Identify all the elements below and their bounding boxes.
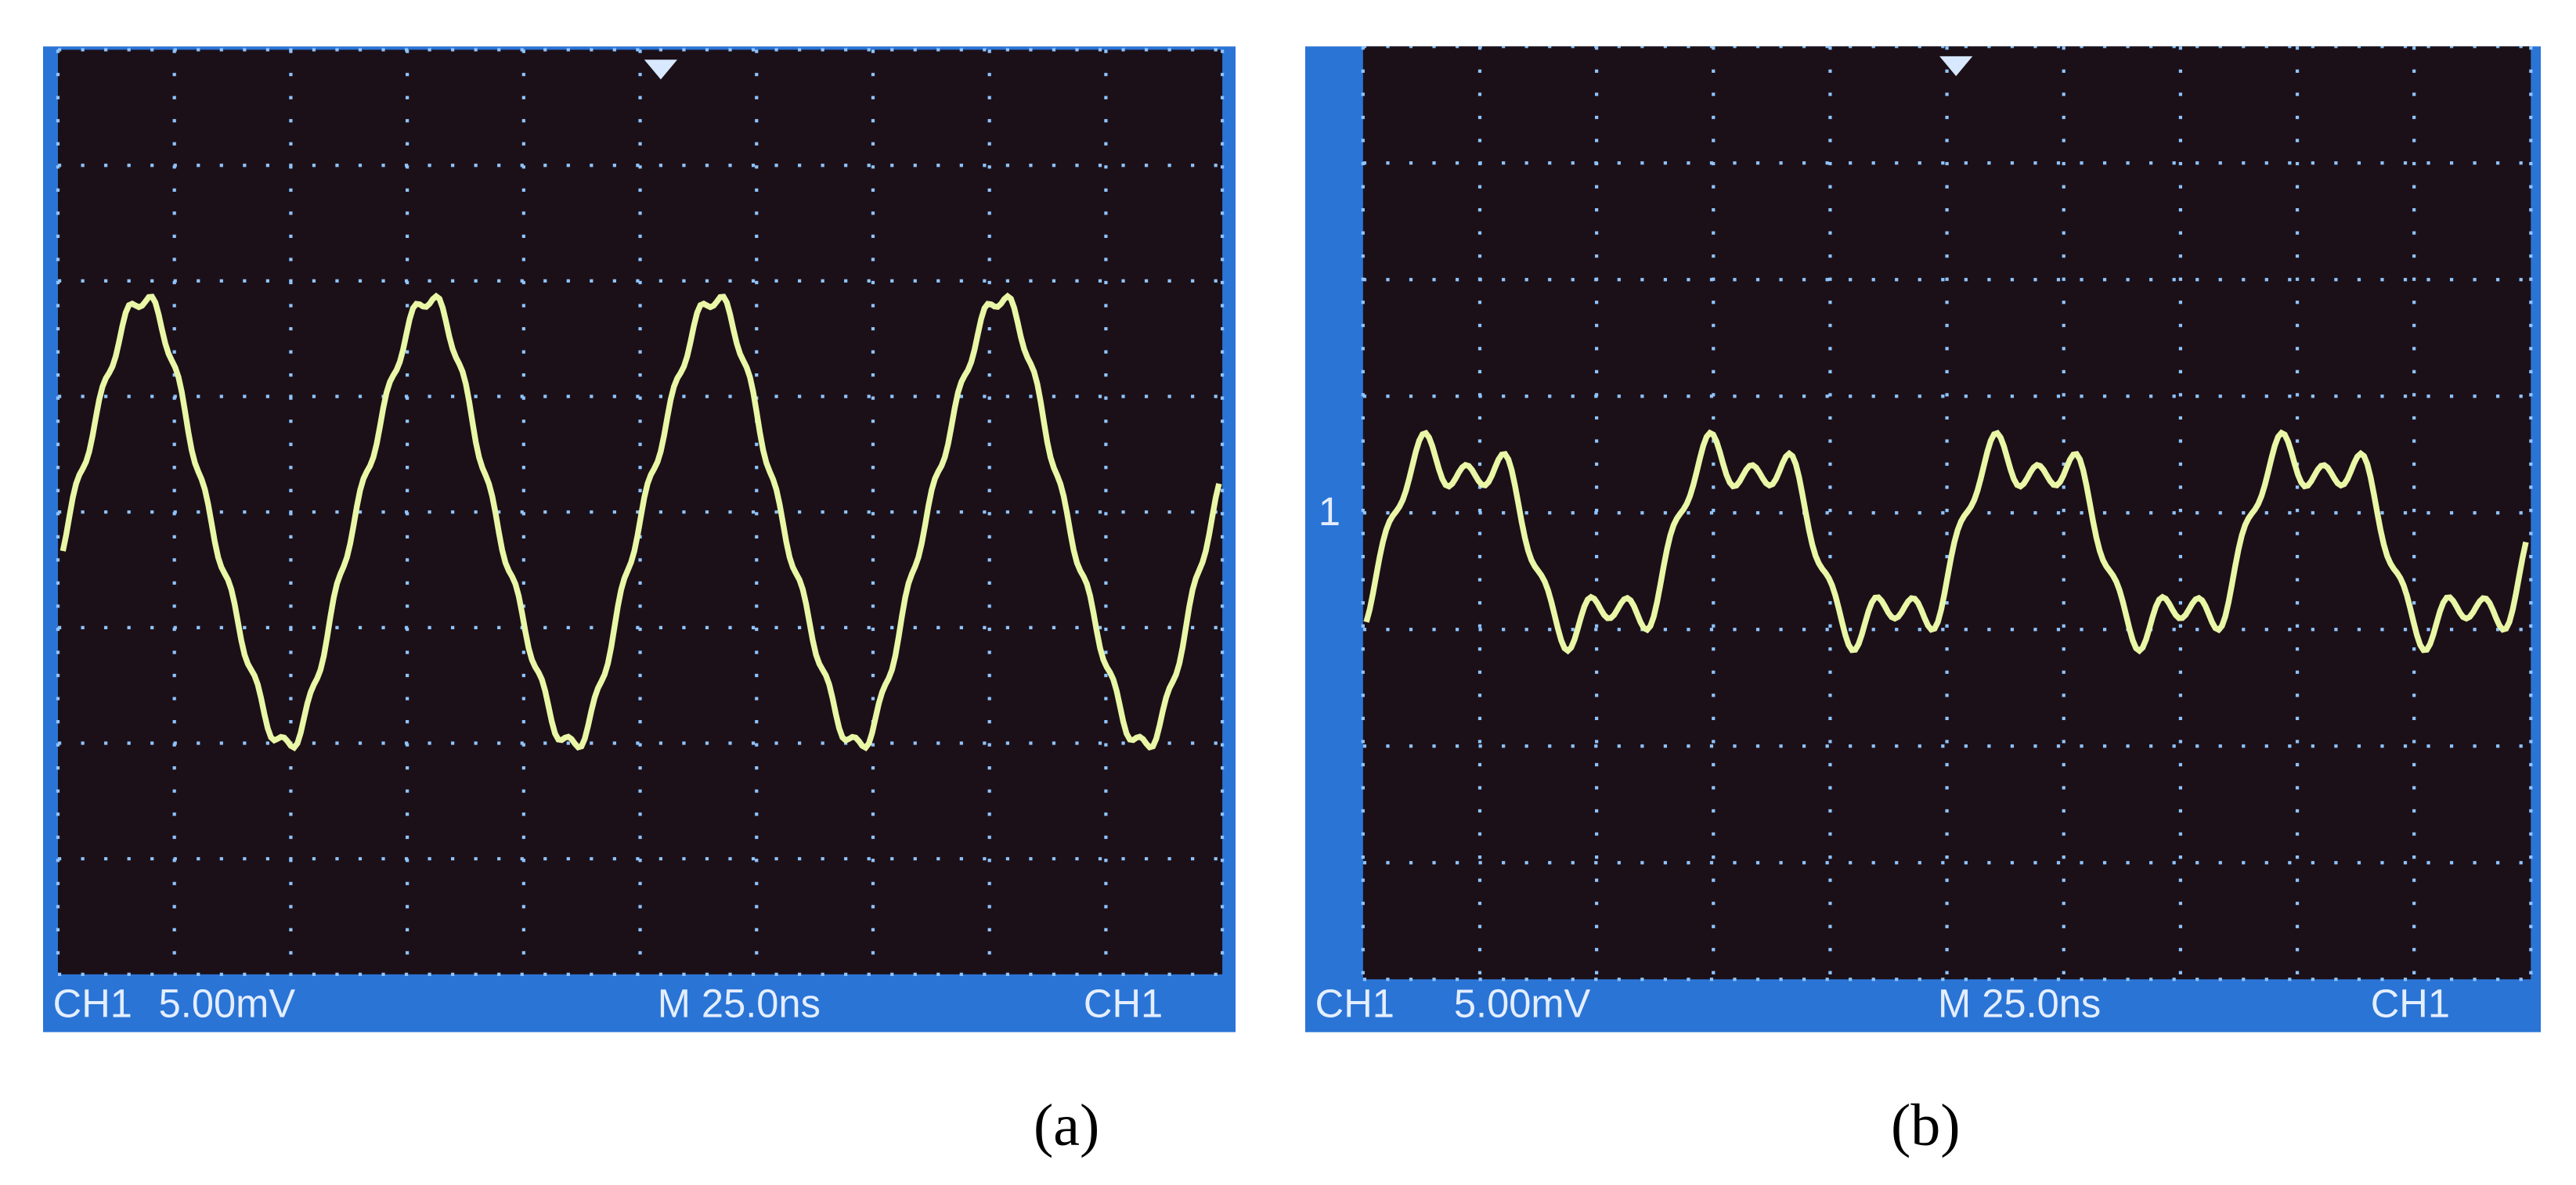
trace: [60, 292, 1222, 751]
timebase: M 25.0ns: [1938, 981, 2101, 1026]
trigger-source: CH1: [2371, 981, 2450, 1026]
grid: [1361, 46, 2533, 981]
scope-screen-b: 1 CH1 5.00mV M 25.0ns CH1: [1305, 46, 2541, 1032]
trigger-marker: [644, 59, 678, 80]
scope-screen-a: CH1 5.00mV M 25.0ns CH1: [43, 46, 1236, 1032]
panel-label: (b): [1891, 1093, 1961, 1158]
timebase: M 25.0ns: [658, 981, 821, 1026]
trace: [1363, 429, 2529, 655]
trigger-marker: [1939, 56, 1973, 77]
trigger-source: CH1: [1084, 981, 1163, 1026]
panel-label: (a): [1034, 1093, 1100, 1158]
volt-scale: 5.00mV: [159, 981, 296, 1026]
volt-scale: 5.00mV: [1454, 981, 1591, 1026]
channel-label: CH1: [1315, 981, 1394, 1026]
channel-marker: 1: [1319, 489, 1340, 534]
channel-label: CH1: [53, 981, 132, 1026]
